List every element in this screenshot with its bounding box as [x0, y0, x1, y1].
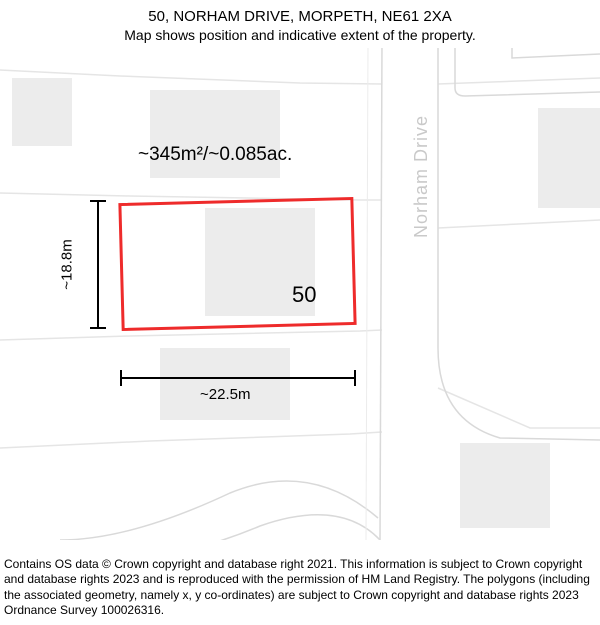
building	[12, 78, 72, 146]
dim-width-label: ~22.5m	[200, 386, 250, 403]
dim-height-label: ~18.8m	[59, 239, 76, 289]
area-label: ~345m²/~0.085ac.	[138, 144, 292, 166]
page-subtitle: Map shows position and indicative extent…	[0, 27, 600, 43]
road-name-label: Norham Drive	[411, 115, 432, 238]
dim-cap	[354, 370, 356, 386]
building	[160, 348, 290, 420]
building	[538, 108, 600, 208]
house-number: 50	[292, 282, 316, 308]
map-canvas: ~18.8m ~22.5m ~345m²/~0.085ac. 50 Norham…	[0, 48, 600, 540]
dim-line-vertical	[97, 200, 99, 328]
building	[460, 443, 550, 528]
dim-line-horizontal	[120, 377, 355, 379]
map-area: ~18.8m ~22.5m ~345m²/~0.085ac. 50 Norham…	[0, 48, 600, 540]
dim-cap	[90, 327, 106, 329]
header: 50, NORHAM DRIVE, MORPETH, NE61 2XA Map …	[0, 0, 600, 43]
property-outline	[118, 197, 356, 331]
page-title: 50, NORHAM DRIVE, MORPETH, NE61 2XA	[0, 8, 600, 25]
footer-copyright: Contains OS data © Crown copyright and d…	[4, 557, 596, 619]
